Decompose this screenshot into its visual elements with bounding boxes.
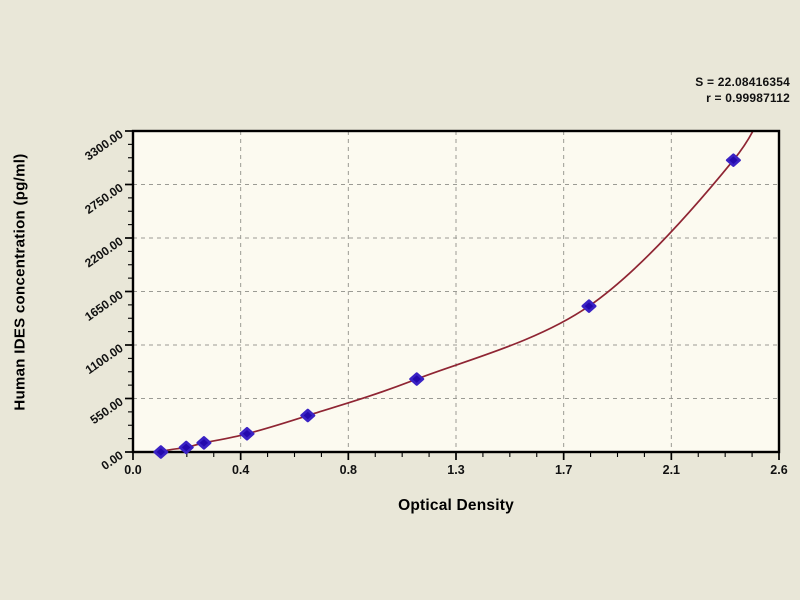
- plot-border: [131, 129, 781, 454]
- fit-correlation: r = 0.99987112: [706, 91, 790, 105]
- x-tick-label: 0.8: [340, 463, 357, 477]
- y-axis-title: Human IDES concentration (pg/ml): [11, 153, 29, 411]
- data-point-marker: [725, 153, 741, 167]
- data-point-marker: [300, 408, 316, 423]
- fit-standard-error: S = 22.08416354: [695, 75, 790, 89]
- data-points-layer: [153, 153, 741, 459]
- data-point-marker: [581, 299, 597, 313]
- y-tick-label: 1650.00: [82, 287, 126, 324]
- axis-ticks: [125, 130, 780, 460]
- x-tick-label: 1.3: [447, 463, 464, 477]
- x-tick-label: 0.0: [124, 463, 141, 477]
- data-point-marker: [239, 426, 255, 441]
- x-axis-title: Optical Density: [398, 497, 514, 514]
- y-tick-label: 2750.00: [82, 180, 126, 217]
- y-tick-label: 1100.00: [83, 341, 126, 377]
- x-tick-label: 2.6: [770, 463, 787, 477]
- x-tick-label: 2.1: [663, 463, 680, 477]
- y-tick-label: 550.00: [88, 394, 126, 427]
- gridlines: [133, 131, 779, 452]
- data-point-marker: [178, 440, 194, 455]
- x-tick-label: 1.7: [555, 463, 572, 477]
- fit-statistics: S = 22.08416354 r = 0.99987112: [695, 74, 790, 106]
- y-tick-label: 0.00: [99, 448, 126, 473]
- x-tick-label: 0.4: [232, 463, 249, 477]
- y-tick-label: 2200.00: [82, 234, 126, 271]
- plot-frame: [131, 129, 781, 454]
- data-point-marker: [153, 445, 169, 459]
- data-point-marker: [409, 372, 425, 386]
- y-tick-label: 3300.00: [82, 127, 126, 164]
- data-point-marker: [196, 436, 212, 450]
